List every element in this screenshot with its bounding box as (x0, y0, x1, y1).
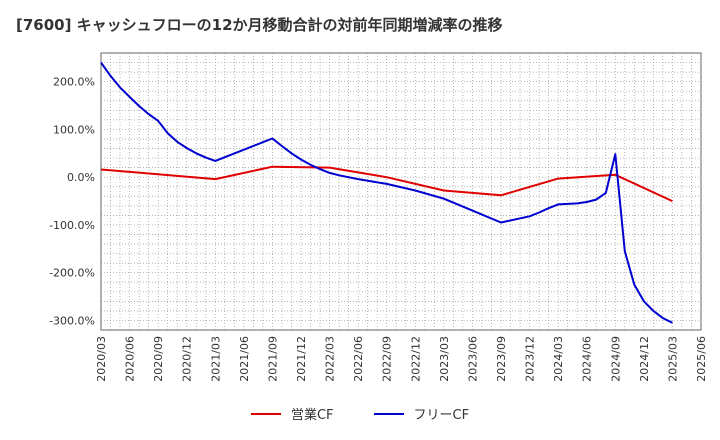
y-tick-label: -300.0% (49, 314, 95, 327)
series-line-free-cf (100, 62, 673, 324)
x-tick-label: 2024/03 (552, 336, 565, 382)
y-tick-label: 0.0% (67, 171, 95, 184)
x-tick-label: 2020/06 (124, 336, 137, 382)
y-tick-label: 100.0% (53, 123, 95, 136)
x-tick-label: 2024/12 (638, 336, 651, 382)
x-axis-tick-labels: 2020/03 2020/06 2020/09 2020/12 2021/03 2021/… (95, 336, 708, 382)
x-tick-label: 2023/09 (495, 336, 508, 382)
y-tick-label: -200.0% (49, 267, 95, 280)
legend-swatch-red (250, 412, 281, 415)
x-tick-label: 2021/06 (238, 336, 251, 382)
x-tick-label: 2024/06 (581, 336, 594, 382)
legend-label-operating-cf: 営業CF (290, 408, 334, 423)
x-tick-label: 2021/03 (209, 336, 222, 382)
legend-swatch-blue (373, 412, 404, 415)
series-lines (100, 62, 673, 324)
plot-area-border (100, 52, 702, 331)
x-tick-label: 2022/03 (324, 336, 337, 382)
x-tick-label: 2023/12 (524, 336, 537, 382)
x-tick-label: 2021/12 (295, 336, 308, 382)
plot-area-background (101, 53, 701, 330)
x-tick-label: 2023/06 (466, 336, 479, 382)
x-tick-label: 2020/03 (95, 336, 108, 382)
x-tick-label: 2020/09 (152, 336, 165, 382)
x-tick-label: 2021/09 (266, 336, 279, 382)
horizontal-gridlines (101, 62, 701, 321)
x-tick-label: 2024/09 (609, 336, 622, 382)
legend-item-free-cf: フリーCF (373, 404, 470, 423)
legend: 営業CF フリーCF (0, 404, 720, 423)
x-tick-label: 2022/06 (352, 336, 365, 382)
x-tick-label: 2022/12 (409, 336, 422, 382)
series-line-operating-cf (100, 165, 673, 203)
y-tick-label: -100.0% (49, 219, 95, 232)
legend-item-operating-cf: 営業CF (250, 404, 334, 423)
y-tick-label: 200.0% (53, 76, 95, 89)
x-tick-label: 2020/12 (181, 336, 194, 382)
x-tick-label: 2022/09 (381, 336, 394, 382)
x-tick-label: 2023/03 (438, 336, 451, 382)
x-tick-label: 2025/03 (666, 336, 679, 382)
x-tick-label: 2025/06 (695, 336, 708, 382)
chart-title: [7600] キャッシュフローの12か月移動合計の対前年同期増減率の推移 (16, 16, 503, 34)
legend-label-free-cf: フリーCF (413, 408, 470, 423)
y-axis-tick-labels: 200.0% 100.0% 0.0% -100.0% -200.0% -300.0% (49, 76, 95, 328)
